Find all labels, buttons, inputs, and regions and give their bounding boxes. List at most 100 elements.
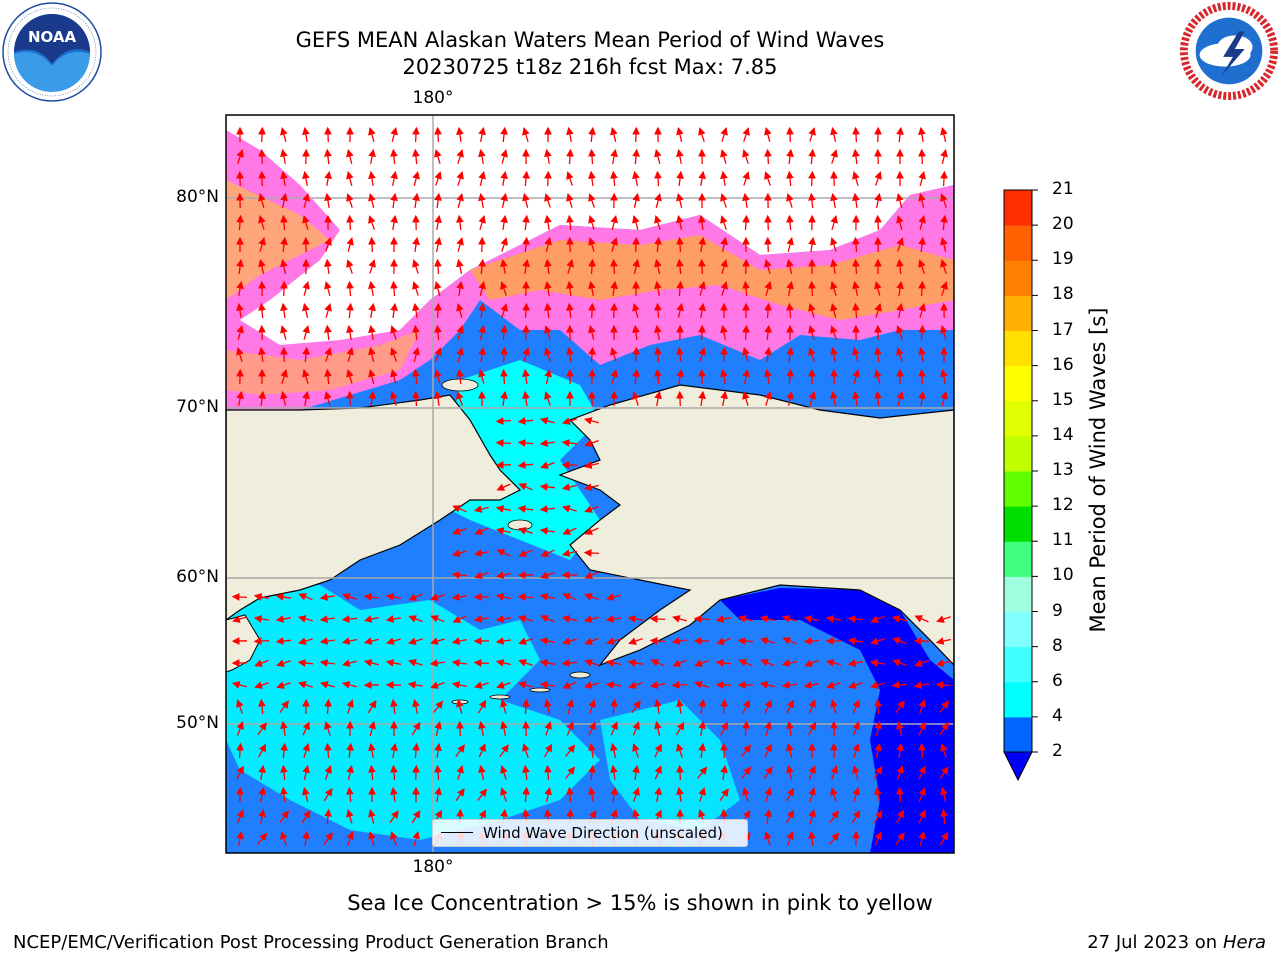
wind-wave-arrow	[610, 302, 618, 319]
wind-wave-arrow	[539, 439, 555, 447]
noaa-logo: NOAA	[2, 2, 102, 102]
wind-wave-arrow	[522, 302, 530, 319]
wind-wave-arrow	[786, 368, 794, 385]
wind-wave-arrow	[632, 170, 640, 187]
wind-wave-arrow	[562, 637, 577, 645]
wind-wave-arrow	[873, 810, 883, 824]
colorbar-segment	[1004, 576, 1032, 612]
wind-wave-arrow	[786, 720, 794, 737]
wind-wave-arrow	[302, 369, 310, 384]
wind-wave-arrow	[632, 148, 640, 165]
wind-wave-arrow	[276, 659, 291, 667]
wind-wave-arrow	[720, 764, 728, 781]
wind-wave-arrow	[429, 659, 445, 667]
wind-wave-arrow	[319, 637, 335, 645]
wind-wave-arrow	[452, 505, 467, 513]
wind-wave-arrow	[830, 281, 838, 296]
wind-wave-arrow	[518, 483, 533, 491]
wind-wave-arrow	[324, 170, 332, 187]
wind-wave-arrow	[852, 346, 860, 362]
wind-wave-arrow	[874, 786, 882, 803]
wind-wave-arrow	[694, 681, 709, 689]
wind-wave-arrow	[764, 259, 772, 274]
wind-wave-arrow	[473, 659, 490, 667]
wind-wave-arrow	[280, 258, 288, 274]
wind-wave-arrow	[324, 281, 332, 296]
map-frame	[225, 114, 955, 854]
wind-wave-arrow	[496, 483, 511, 491]
wind-wave-arrow	[456, 280, 464, 297]
wind-wave-arrow	[258, 302, 266, 319]
wind-wave-arrow	[346, 764, 354, 780]
wind-wave-arrow	[896, 742, 904, 759]
wind-wave-arrow	[759, 681, 775, 689]
wind-wave-arrow	[808, 391, 816, 406]
wind-wave-arrow	[676, 698, 684, 715]
wind-wave-arrow	[649, 615, 666, 623]
wind-wave-arrow	[940, 368, 948, 385]
wind-wave-arrow	[720, 215, 728, 230]
wind-wave-arrow	[517, 461, 534, 469]
wind-wave-arrow	[302, 346, 310, 363]
wind-wave-arrow	[741, 766, 752, 779]
wind-wave-arrow	[764, 368, 772, 385]
wind-wave-arrow	[522, 390, 530, 406]
wind-wave-arrow	[412, 281, 420, 296]
wind-wave-arrow	[874, 280, 882, 296]
wind-wave-arrow	[742, 192, 750, 209]
wind-wave-arrow	[302, 786, 310, 802]
wind-wave-arrow	[390, 302, 398, 318]
wind-wave-arrow	[896, 786, 904, 803]
wind-wave-arrow	[918, 259, 926, 274]
wind-wave-arrow	[654, 743, 662, 758]
wind-wave-arrow	[566, 721, 574, 736]
wind-wave-arrow	[363, 593, 379, 601]
wind-wave-arrow	[258, 192, 266, 208]
wind-wave-arrow	[495, 439, 512, 447]
wind-wave-arrow	[940, 148, 948, 164]
wind-wave-arrow	[676, 764, 684, 781]
wind-wave-arrow	[720, 742, 728, 759]
wind-wave-arrow	[565, 744, 576, 757]
wind-wave-arrow	[390, 786, 398, 802]
wind-wave-arrow	[632, 721, 640, 736]
wind-wave-arrow	[280, 302, 288, 318]
wind-wave-arrow	[870, 637, 885, 645]
wind-wave-arrow	[280, 786, 288, 803]
wind-wave-arrow	[258, 808, 266, 825]
colorbar-tick-label: 4	[1052, 705, 1063, 726]
wind-wave-arrow	[385, 659, 402, 667]
wind-wave-arrow	[324, 721, 332, 736]
wind-wave-arrow	[385, 615, 402, 623]
wind-wave-arrow	[298, 681, 313, 689]
wind-wave-arrow	[456, 149, 464, 164]
wind-wave-arrow	[562, 681, 577, 689]
wind-wave-arrow	[829, 810, 839, 824]
wind-wave-arrow	[852, 699, 860, 714]
wind-wave-arrow	[561, 615, 577, 623]
wind-wave-arrow	[830, 765, 838, 780]
wind-wave-arrow	[847, 637, 864, 645]
wind-wave-arrow	[830, 126, 838, 142]
wind-wave-arrow	[848, 681, 863, 689]
wind-wave-arrow	[852, 126, 860, 143]
wind-wave-arrow	[346, 148, 354, 164]
wind-wave-arrow	[323, 832, 333, 846]
wind-wave-arrow	[236, 390, 244, 407]
wind-wave-arrow	[280, 148, 288, 165]
wind-wave-arrow	[852, 765, 860, 780]
wind-wave-arrow	[346, 809, 354, 824]
wind-wave-arrow	[346, 699, 354, 714]
colorbar-segment	[1004, 646, 1032, 683]
wind-wave-arrow	[697, 766, 708, 779]
wind-wave-arrow	[363, 637, 379, 645]
wind-wave-arrow	[588, 126, 596, 142]
wind-wave-arrow	[892, 659, 907, 667]
wind-wave-arrow	[654, 390, 662, 407]
wind-wave-arrow	[412, 742, 420, 759]
wind-wave-arrow	[500, 390, 508, 407]
wind-wave-arrow	[478, 743, 486, 758]
wind-wave-arrow	[720, 170, 728, 187]
colorbar-tick-label: 17	[1052, 319, 1074, 340]
wind-wave-arrow	[760, 637, 775, 645]
